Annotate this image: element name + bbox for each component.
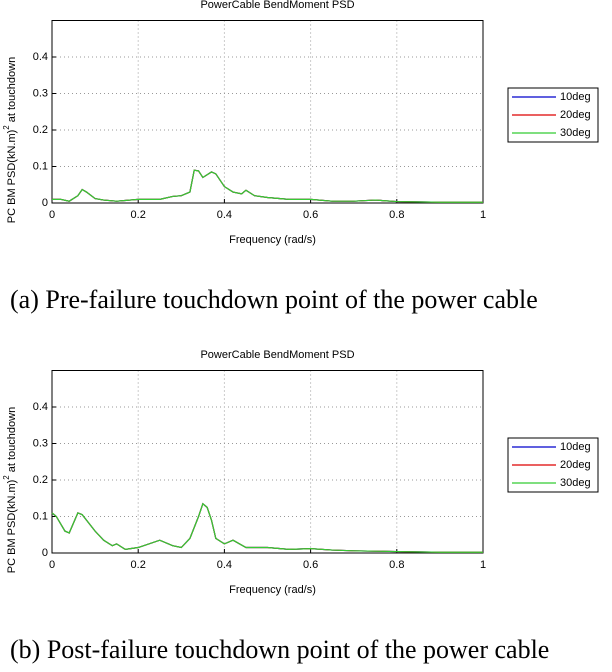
x-axis-label: Frequency (rad/s) xyxy=(229,584,316,596)
y-axis-label-part: PC BM PSD(kN.m) xyxy=(6,480,18,574)
y-axis-label-part: 2 xyxy=(2,125,11,130)
y-tick-label: 0.1 xyxy=(33,510,48,522)
x-tick-label: 1 xyxy=(480,209,486,221)
caption: (a) Pre-failure touchdown point of the p… xyxy=(10,285,538,314)
y-tick-label: 0.4 xyxy=(33,51,48,63)
legend-label: 30deg xyxy=(560,127,591,139)
x-tick-label: 0.4 xyxy=(217,209,232,221)
x-tick-label: 0.2 xyxy=(131,209,146,221)
legend-label: 10deg xyxy=(560,441,591,453)
x-tick-label: 0 xyxy=(49,209,55,221)
x-tick-label: 0.6 xyxy=(303,559,318,571)
y-axis-label: PC BM PSD(kN.m)2 at touchdown xyxy=(2,407,18,573)
x-tick-label: 0.2 xyxy=(131,559,146,571)
y-axis-label: PC BM PSD(kN.m)2 at touchdown xyxy=(2,57,18,223)
legend-label: 20deg xyxy=(560,109,591,121)
y-tick-label: 0.2 xyxy=(33,124,48,136)
legend-label: 30deg xyxy=(560,477,591,489)
x-tick-label: 0.6 xyxy=(303,209,318,221)
y-tick-label: 0 xyxy=(42,547,48,559)
series-line xyxy=(51,502,483,553)
legend-label: 20deg xyxy=(560,459,591,471)
y-tick-label: 0.3 xyxy=(33,437,48,449)
series-line xyxy=(52,169,483,203)
y-tick-label: 0.3 xyxy=(33,87,48,99)
plot-frame xyxy=(51,20,484,204)
series-line xyxy=(51,502,483,553)
chart-title: PowerCable BendMoment PSD xyxy=(200,349,354,361)
y-axis-label-part: 2 xyxy=(2,475,11,480)
x-tick-label: 0 xyxy=(49,559,55,571)
y-tick-label: 0.4 xyxy=(33,401,48,413)
y-axis-label-part: at touchdown xyxy=(6,57,18,126)
x-tick-label: 0.8 xyxy=(389,209,404,221)
x-tick-label: 0.8 xyxy=(389,559,404,571)
x-axis-label: Frequency (rad/s) xyxy=(229,234,316,246)
y-axis-label-part: at touchdown xyxy=(6,407,18,476)
x-tick-label: 1 xyxy=(480,559,486,571)
legend-label: 10deg xyxy=(560,91,591,103)
series-line xyxy=(51,502,483,553)
x-tick-label: 0.4 xyxy=(217,559,232,571)
y-tick-label: 0 xyxy=(42,197,48,209)
y-tick-label: 0.1 xyxy=(33,160,48,172)
y-axis-label-part: PC BM PSD(kN.m) xyxy=(6,130,18,224)
caption: (b) Post-failure touchdown point of the … xyxy=(10,635,549,664)
chart-title: PowerCable BendMoment PSD xyxy=(200,0,354,11)
plot-frame xyxy=(51,370,484,554)
y-tick-label: 0.2 xyxy=(33,474,48,486)
